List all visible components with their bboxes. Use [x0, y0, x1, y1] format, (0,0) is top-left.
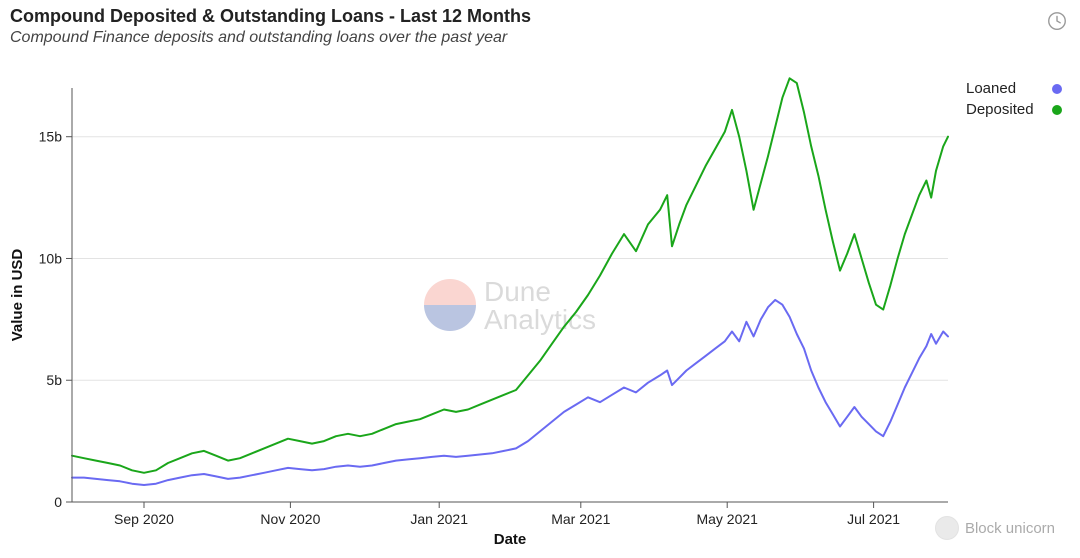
svg-text:Jan 2021: Jan 2021 — [410, 511, 468, 527]
y-axis-title: Value in USD — [9, 249, 26, 342]
line-chart: DuneAnalytics05b10b15bSep 2020Nov 2020Ja… — [0, 0, 1080, 558]
svg-text:Jul 2021: Jul 2021 — [847, 511, 900, 527]
footer-watermark: Block unicorn — [935, 516, 1055, 540]
svg-text:5b: 5b — [46, 372, 62, 388]
svg-text:0: 0 — [54, 494, 62, 510]
svg-text:Sep 2020: Sep 2020 — [114, 511, 174, 527]
svg-text:Nov 2020: Nov 2020 — [260, 511, 320, 527]
svg-text:Mar 2021: Mar 2021 — [551, 511, 610, 527]
svg-text:10b: 10b — [39, 250, 63, 266]
footer-watermark-text: Block unicorn — [965, 520, 1055, 537]
x-axis-title: Date — [494, 531, 527, 548]
svg-text:May 2021: May 2021 — [696, 511, 758, 527]
watermark-text: Dune — [484, 276, 551, 307]
avatar-icon — [935, 516, 959, 540]
svg-text:15b: 15b — [39, 129, 63, 145]
